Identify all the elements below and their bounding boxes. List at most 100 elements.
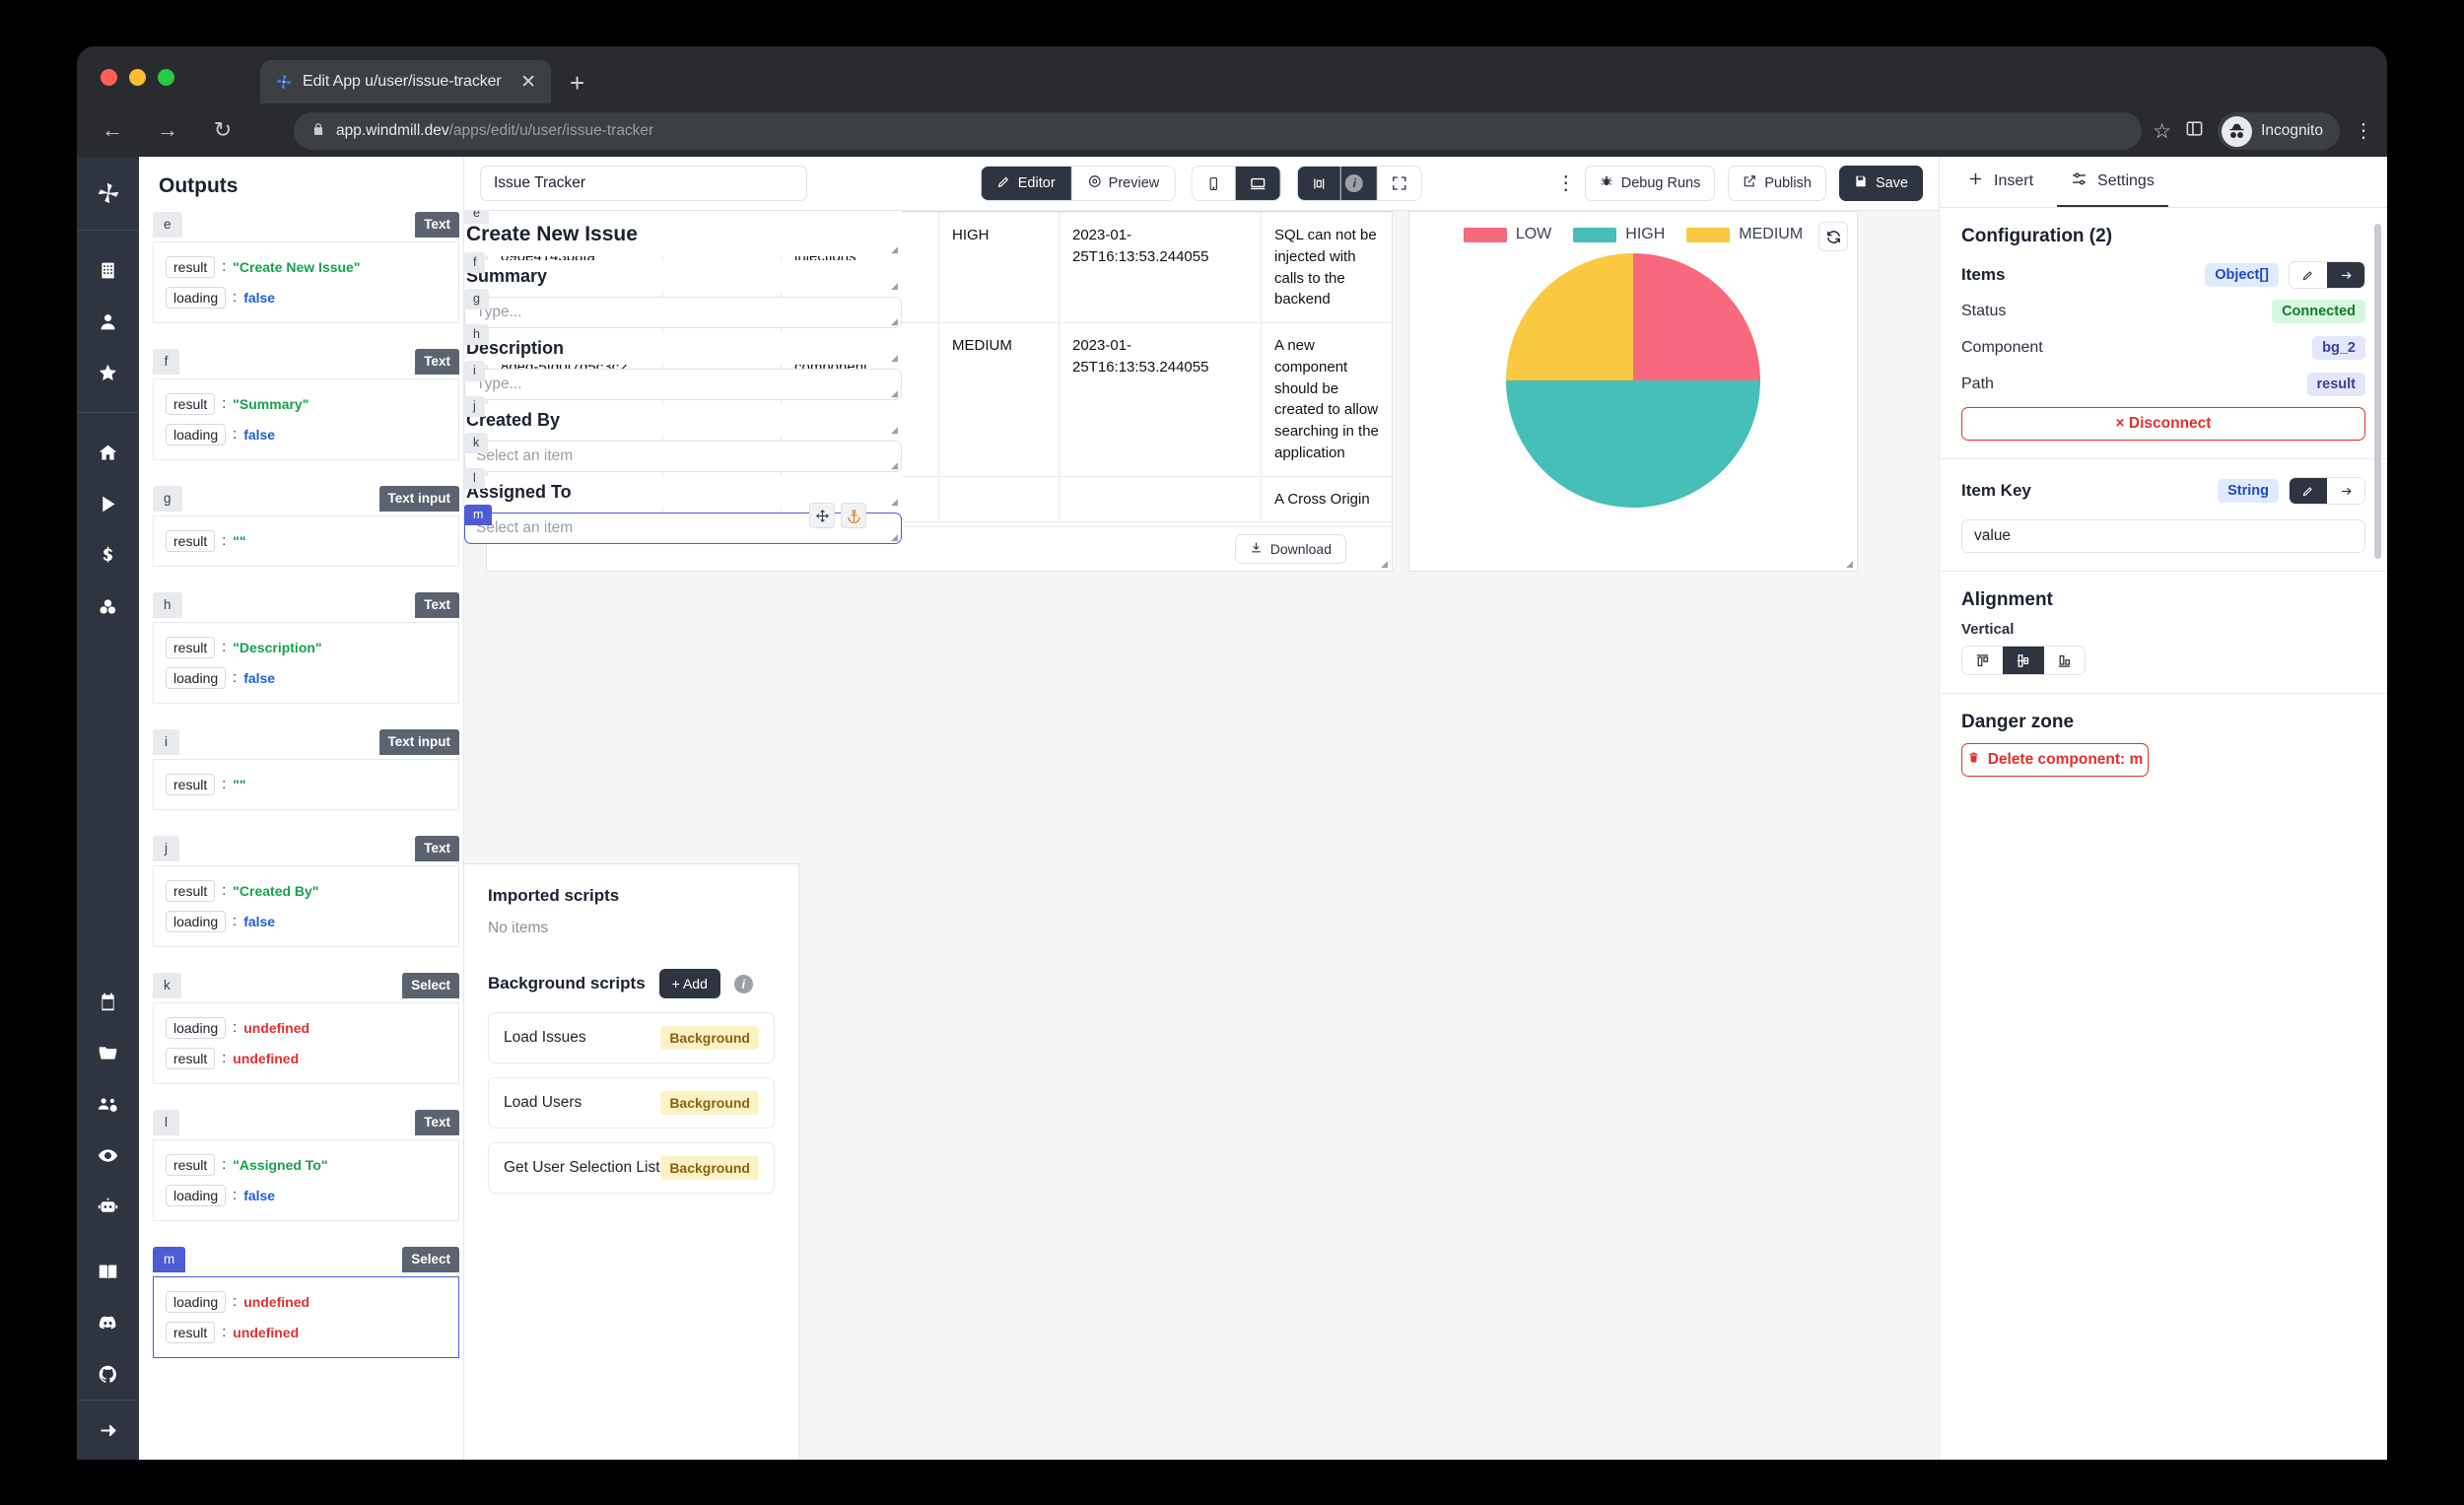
save-button[interactable]: Save — [1838, 166, 1923, 201]
output-block-f[interactable]: f Text result: "Summary" loading: false — [153, 349, 459, 460]
device-toggle[interactable] — [1192, 166, 1282, 201]
output-id-badge[interactable]: l — [153, 1110, 179, 1135]
form-heading-item[interactable]: e Create New Issue ◢ — [464, 211, 902, 256]
app-name-input[interactable] — [480, 166, 807, 201]
pencil-icon[interactable] — [2290, 478, 2327, 504]
group-settings-icon[interactable] — [77, 1078, 139, 1129]
component-tag-g[interactable]: g — [464, 289, 489, 309]
legend-item[interactable]: HIGH — [1573, 226, 1665, 243]
browser-menu-icon[interactable]: ⋮ — [2354, 120, 2373, 142]
legend-item[interactable]: LOW — [1463, 226, 1551, 243]
home-icon[interactable] — [77, 427, 139, 478]
created-by-resize-handle[interactable]: ◢ — [891, 460, 898, 470]
add-background-script-button[interactable]: + Add — [658, 969, 720, 998]
item-key-input[interactable] — [1961, 519, 2365, 553]
play-icon[interactable] — [77, 478, 139, 529]
summary-input-item[interactable]: g Type... ◢ — [464, 289, 902, 328]
eye-icon[interactable] — [77, 1129, 139, 1181]
component-tag-l[interactable]: l — [464, 468, 485, 489]
assigned-to-label-resize-handle[interactable]: ◢ — [891, 497, 898, 507]
output-block-k[interactable]: k Select loading: undefined result: undefined — [153, 973, 459, 1084]
refresh-icon[interactable] — [1818, 222, 1848, 251]
output-id-badge[interactable]: m — [153, 1247, 186, 1272]
info-toggle-button[interactable]: i — [1341, 167, 1379, 200]
output-block-j[interactable]: j Text result: "Created By" loading: false — [153, 836, 459, 947]
component-tag-f[interactable]: f — [464, 252, 486, 273]
arrow-right-icon[interactable] — [2327, 262, 2364, 288]
preview-tab[interactable]: Preview — [1071, 167, 1176, 200]
created-by-select-item[interactable]: k Select an item ◢ — [464, 433, 902, 472]
robot-icon[interactable] — [77, 1181, 139, 1232]
assigned-to-select-item[interactable]: m Select an item ◢ — [464, 503, 902, 544]
output-block-e[interactable]: e Text result: "Create New Issue" loading: fa… — [153, 212, 459, 323]
align-bottom-icon[interactable] — [2043, 647, 2085, 674]
fullscreen-button[interactable] — [1378, 167, 1422, 200]
blocks-icon[interactable] — [77, 581, 139, 632]
table-resize-handle[interactable]: ◢ — [1381, 559, 1388, 569]
item-key-edit-group[interactable] — [2289, 477, 2365, 505]
back-button[interactable]: ← — [102, 117, 123, 142]
disconnect-button[interactable]: × Disconnect — [1961, 407, 2365, 441]
anchor-icon[interactable] — [841, 503, 866, 528]
output-id-badge[interactable]: g — [153, 486, 182, 512]
output-id-badge[interactable]: h — [153, 592, 182, 618]
output-id-badge[interactable]: e — [153, 212, 182, 238]
more-menu-icon[interactable]: ⋮ — [1555, 172, 1576, 194]
description-input[interactable]: Type... — [464, 369, 902, 400]
discord-icon[interactable] — [77, 1297, 139, 1348]
close-tab-icon[interactable]: ✕ — [520, 71, 536, 93]
side-panel-icon[interactable] — [2185, 119, 2204, 143]
output-block-h[interactable]: h Text result: "Description" loading: false — [153, 592, 459, 704]
windmill-logo-icon[interactable] — [77, 157, 139, 230]
new-tab-button[interactable]: + — [570, 68, 585, 98]
forward-button[interactable]: → — [157, 117, 178, 142]
summary-label-item[interactable]: f Summary ◢ — [464, 252, 902, 293]
close-window-button[interactable] — [101, 69, 117, 86]
move-icon[interactable] — [809, 503, 835, 528]
address-bar[interactable]: app.windmill.dev/apps/edit/u/user/issue-… — [294, 112, 2142, 150]
output-id-badge[interactable]: j — [153, 836, 179, 861]
tab-insert[interactable]: Insert — [1953, 157, 2047, 207]
desktop-view-button[interactable] — [1236, 167, 1281, 200]
profile-chip[interactable]: Incognito — [2218, 112, 2340, 150]
description-label-item[interactable]: h Description ◢ — [464, 324, 902, 365]
debug-panel-button[interactable] — [1298, 167, 1342, 200]
dollar-icon[interactable] — [77, 529, 139, 581]
background-script-row[interactable]: Get User Selection List Background — [488, 1142, 775, 1194]
heading-resize-handle[interactable]: ◢ — [891, 244, 898, 254]
background-script-row[interactable]: Load Issues Background — [488, 1012, 775, 1063]
output-id-badge[interactable]: f — [153, 349, 179, 375]
tab-settings[interactable]: Settings — [2057, 157, 2168, 207]
pie-resize-handle[interactable]: ◢ — [1846, 559, 1853, 569]
download-button[interactable]: Download — [1234, 534, 1346, 564]
bookmark-star-icon[interactable]: ☆ — [2153, 119, 2172, 143]
arrow-right-icon[interactable] — [77, 1401, 139, 1460]
component-tag-e[interactable]: e — [464, 211, 489, 224]
background-script-row[interactable]: Load Users Background — [488, 1077, 775, 1129]
settings-scrollbar[interactable] — [2374, 224, 2381, 559]
summary-input[interactable]: Type... — [464, 297, 902, 328]
building-icon[interactable] — [77, 244, 139, 296]
legend-item[interactable]: MEDIUM — [1686, 226, 1803, 243]
debug-runs-button[interactable]: Debug Runs — [1584, 166, 1716, 201]
created-by-select[interactable]: Select an item — [464, 441, 902, 472]
output-block-i[interactable]: i Text input result: "" — [153, 729, 459, 810]
panel-toggle-group[interactable]: i — [1297, 166, 1423, 201]
output-id-badge[interactable]: i — [153, 729, 179, 755]
user-icon[interactable] — [77, 296, 139, 347]
created-by-label-item[interactable]: j Created By ◢ — [464, 396, 902, 437]
summary-label-resize-handle[interactable]: ◢ — [891, 281, 898, 291]
component-tag-m[interactable]: m — [464, 505, 493, 525]
minimize-window-button[interactable] — [129, 69, 146, 86]
browser-tab[interactable]: Edit App u/user/issue-tracker | ✕ — [260, 60, 551, 103]
outputs-list[interactable]: e Text result: "Create New Issue" loading: fa… — [139, 212, 463, 1460]
component-tag-j[interactable]: j — [464, 396, 485, 417]
output-block-g[interactable]: g Text input result: "" — [153, 486, 459, 567]
description-input-resize-handle[interactable]: ◢ — [891, 388, 898, 398]
output-id-badge[interactable]: k — [153, 973, 181, 998]
star-icon[interactable] — [77, 347, 139, 398]
component-tag-h[interactable]: h — [464, 324, 489, 345]
assigned-to-resize-handle[interactable]: ◢ — [891, 532, 898, 542]
component-tag-k[interactable]: k — [464, 433, 489, 453]
book-icon[interactable] — [77, 1246, 139, 1297]
